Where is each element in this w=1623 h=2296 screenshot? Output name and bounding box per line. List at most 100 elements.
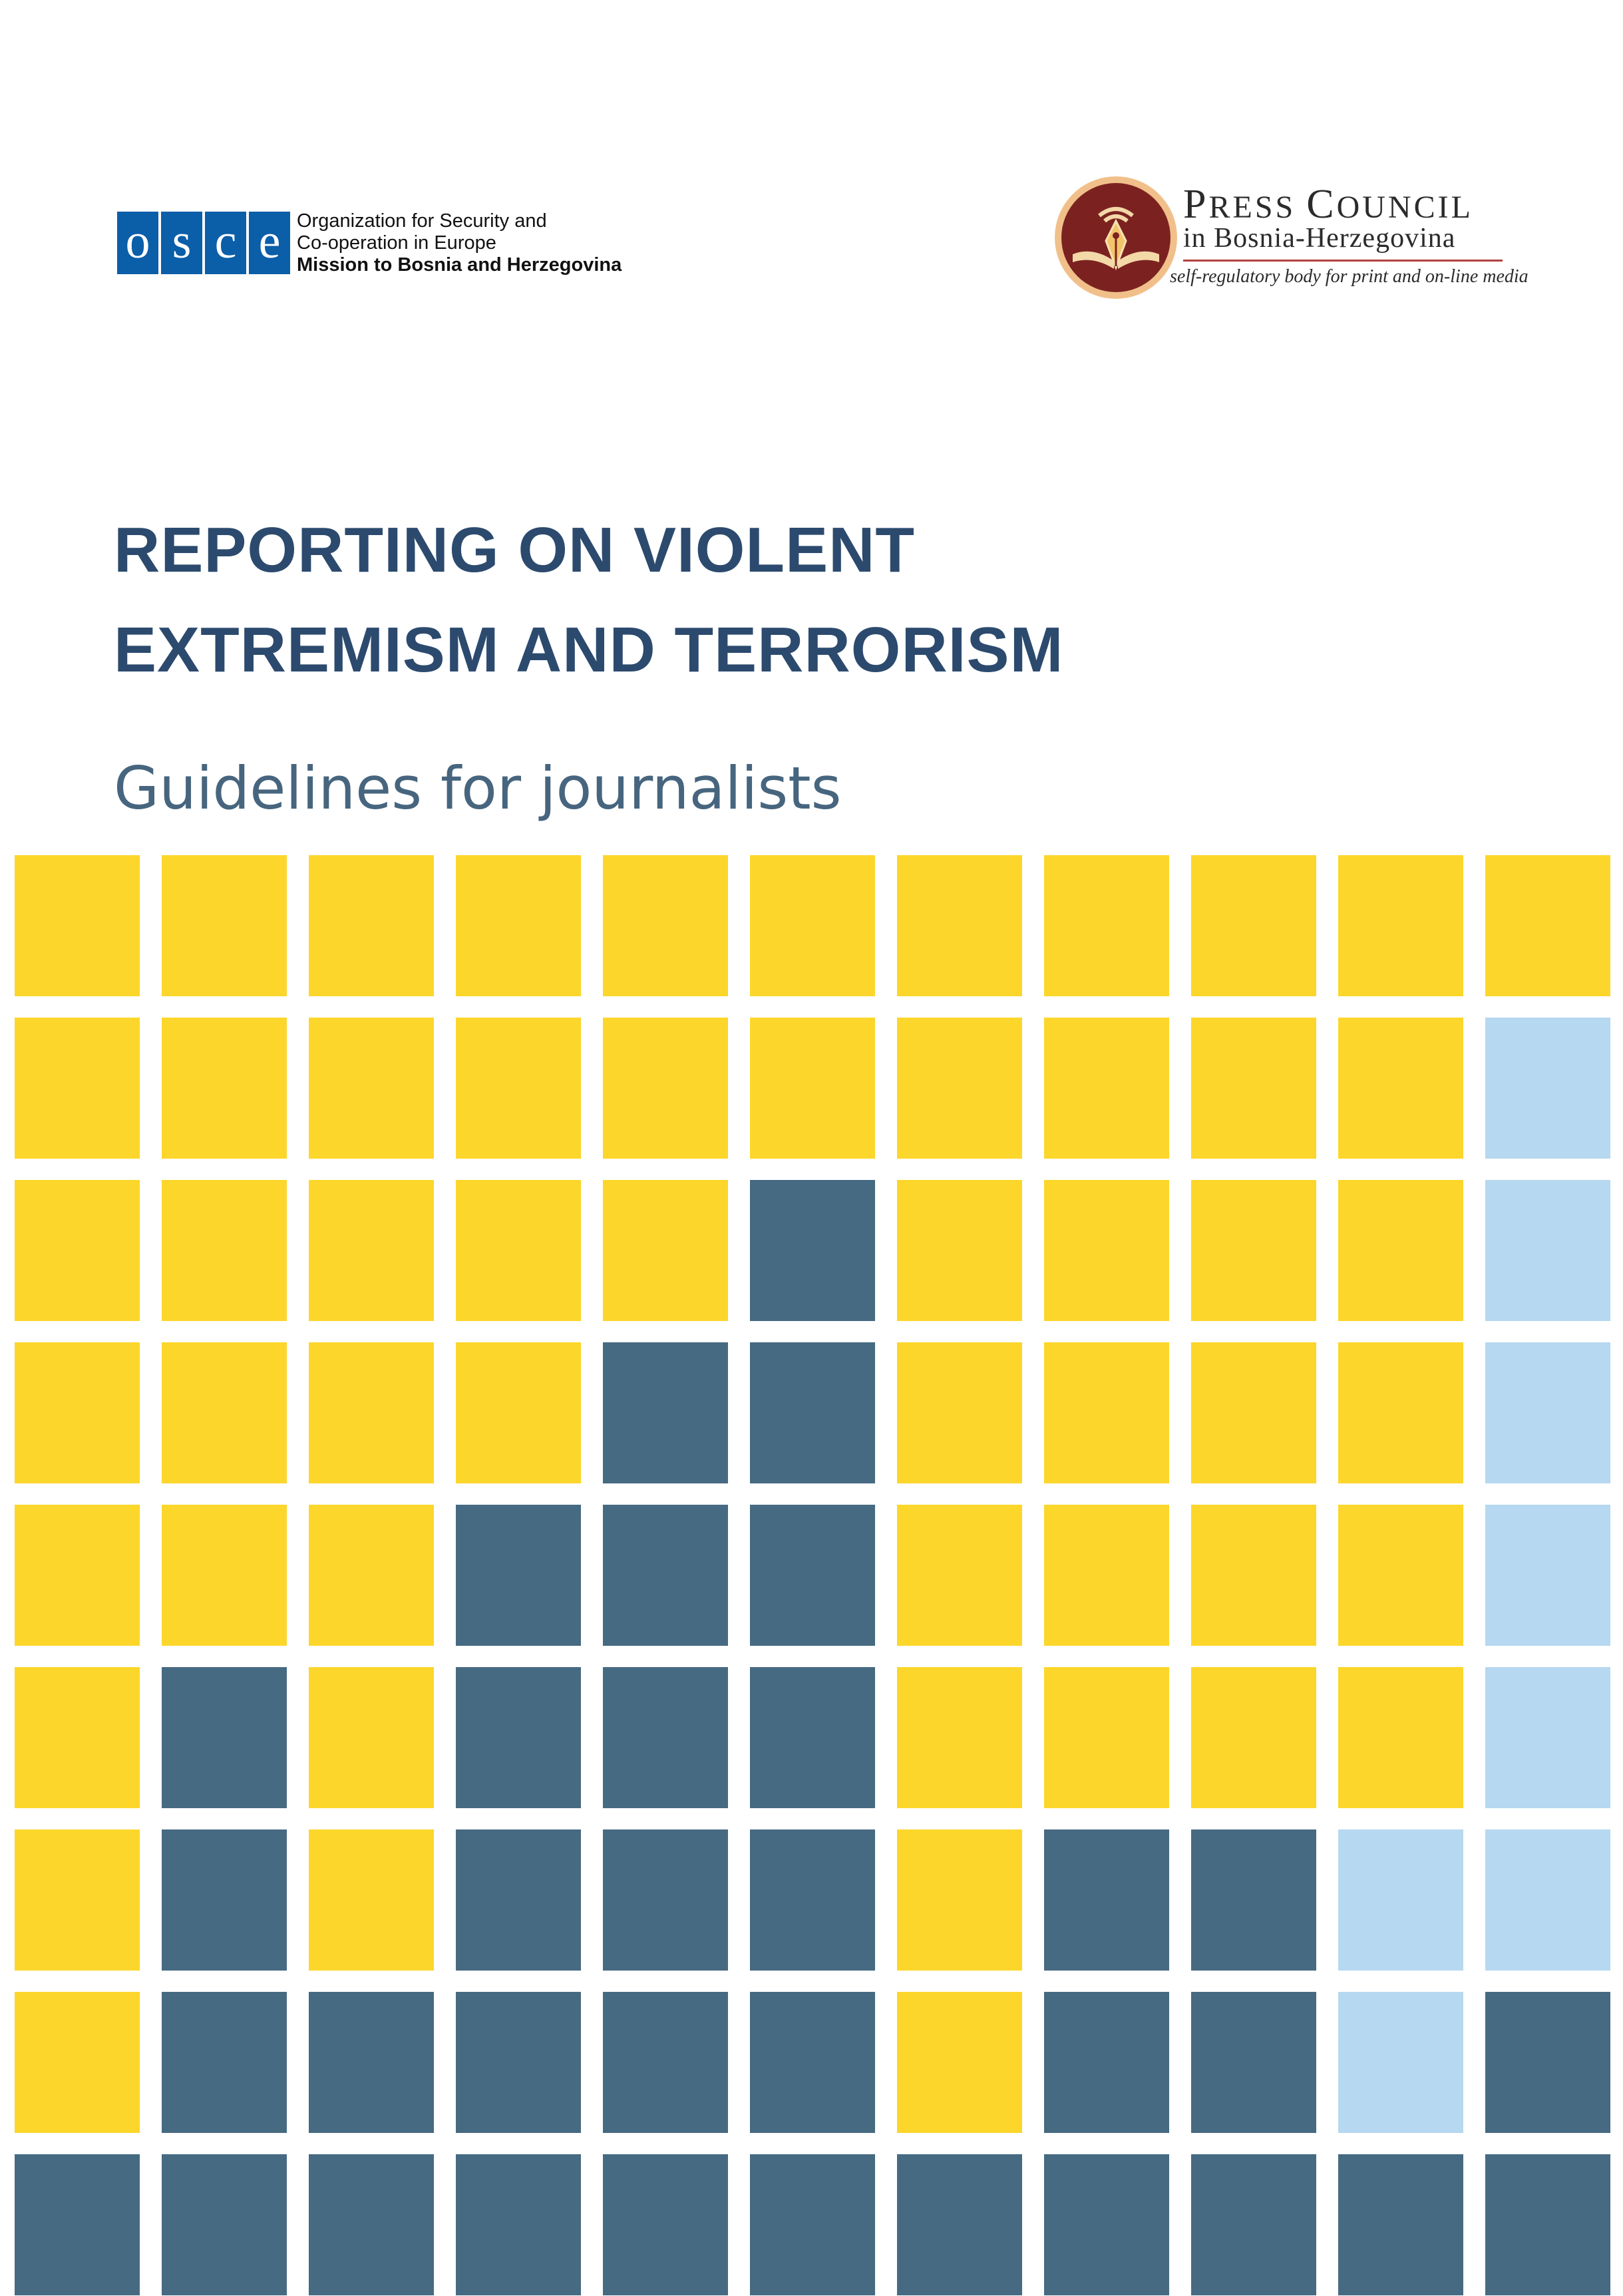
mosaic-tile: [1485, 1992, 1610, 2133]
mosaic-tile: [456, 1180, 581, 1321]
mosaic-tile: [309, 855, 434, 996]
mosaic-tile: [1485, 1342, 1610, 1483]
mosaic-tile: [897, 1180, 1022, 1321]
mosaic-tile: [1338, 1018, 1463, 1159]
mosaic-tile: [162, 855, 287, 996]
mosaic-tile: [1338, 1180, 1463, 1321]
mosaic-tile: [162, 1829, 287, 1971]
mosaic-tile: [15, 1505, 140, 1646]
osce-line-2: Co-operation in Europe: [297, 232, 496, 254]
mosaic-tile: [750, 1342, 875, 1483]
mosaic-tile: [309, 1505, 434, 1646]
mosaic-tile: [1191, 1018, 1316, 1159]
mosaic-tile: [1338, 855, 1463, 996]
mosaic-tile: [456, 2154, 581, 2295]
mosaic-tile: [1191, 2154, 1316, 2295]
mosaic-tile: [1044, 1018, 1169, 1159]
mosaic-tile: [750, 855, 875, 996]
pen-nib-book-icon: [1055, 176, 1177, 299]
mosaic-tile: [162, 1667, 287, 1808]
mosaic-tile: [1191, 855, 1316, 996]
mosaic-tile: [1191, 1992, 1316, 2133]
mosaic-tile: [1485, 1667, 1610, 1808]
mosaic-tile: [603, 2154, 728, 2295]
mosaic-tile: [1044, 1342, 1169, 1483]
mosaic-tile: [1044, 2154, 1169, 2295]
mosaic-tile: [15, 1180, 140, 1321]
mosaic-tile: [1485, 1180, 1610, 1321]
mosaic-tile: [1191, 1829, 1316, 1971]
mosaic-tile: [162, 1180, 287, 1321]
mosaic-tile: [1338, 1829, 1463, 1971]
mosaic-tile: [1485, 855, 1610, 996]
press-council-tagline: self-regulatory body for print and on-li…: [1170, 266, 1529, 287]
mosaic-tile: [603, 855, 728, 996]
mosaic-tile: [162, 1505, 287, 1646]
mosaic-tile: [15, 1667, 140, 1808]
osce-wordmark: o s c e: [117, 212, 290, 274]
mosaic-tile: [1338, 1992, 1463, 2133]
osce-letter: c: [205, 212, 246, 274]
mosaic-tile: [456, 855, 581, 996]
mosaic-tile: [1485, 2154, 1610, 2295]
mosaic-tile: [15, 1992, 140, 2133]
mosaic-tile: [1338, 1505, 1463, 1646]
mosaic-tile: [897, 855, 1022, 996]
mosaic-tile: [456, 1992, 581, 2133]
mosaic-tile: [456, 1505, 581, 1646]
mosaic-tile: [750, 2154, 875, 2295]
mosaic-tile: [603, 1180, 728, 1321]
mosaic-tile: [1191, 1342, 1316, 1483]
mosaic-tile: [897, 1342, 1022, 1483]
mosaic-tile: [162, 1992, 287, 2133]
mosaic-tile: [897, 1667, 1022, 1808]
mosaic-tile: [897, 1829, 1022, 1971]
mosaic-tile: [15, 855, 140, 996]
title-line-2: EXTREMISM AND TERRORISM: [114, 614, 1064, 685]
mosaic-tile: [1485, 1505, 1610, 1646]
mosaic-tile: [1044, 1180, 1169, 1321]
mosaic-tile: [309, 1180, 434, 1321]
mosaic-tile: [309, 1667, 434, 1808]
osce-line-1: Organization for Security and: [297, 210, 547, 232]
mosaic-tile: [456, 1342, 581, 1483]
mosaic-tile: [309, 1829, 434, 1971]
osce-org-name: Organization for Security and Co-operati…: [297, 210, 622, 276]
mosaic-tile: [603, 1992, 728, 2133]
mosaic-tile: [750, 1829, 875, 1971]
mosaic-tile: [897, 2154, 1022, 2295]
mosaic-tile: [15, 1829, 140, 1971]
mosaic-tile: [603, 1018, 728, 1159]
mosaic-tile: [1044, 1667, 1169, 1808]
mosaic-tile: [15, 1342, 140, 1483]
mosaic-tile: [456, 1667, 581, 1808]
mosaic-tile: [1044, 1992, 1169, 2133]
mosaic-tile: [309, 1992, 434, 2133]
mosaic-tile: [1044, 1829, 1169, 1971]
osce-letter: o: [117, 212, 158, 274]
mosaic-tile: [750, 1180, 875, 1321]
mosaic-tile: [162, 2154, 287, 2295]
title-line-1: REPORTING ON VIOLENT: [114, 514, 916, 586]
press-council-subtitle: in Bosnia-Herzegovina: [1183, 223, 1456, 254]
mosaic-tile: [309, 2154, 434, 2295]
mosaic-tile: [1191, 1180, 1316, 1321]
press-council-divider: [1183, 260, 1503, 262]
mosaic-tile: [309, 1342, 434, 1483]
mosaic-tile: [1338, 1342, 1463, 1483]
mosaic-tile: [1044, 855, 1169, 996]
mosaic-tile: [456, 1829, 581, 1971]
mosaic-tile: [1191, 1667, 1316, 1808]
mosaic-tile: [897, 1018, 1022, 1159]
mosaic-tile: [897, 1992, 1022, 2133]
mosaic-tile: [1338, 1667, 1463, 1808]
mosaic-tile: [162, 1342, 287, 1483]
mosaic-tile: [603, 1829, 728, 1971]
mosaic-tile: [1485, 1018, 1610, 1159]
mosaic-tile: [1485, 1829, 1610, 1971]
mosaic-tile: [897, 1505, 1022, 1646]
document-title: REPORTING ON VIOLENT EXTREMISM AND TERRO…: [114, 500, 1063, 700]
document-subtitle: Guidelines for journalists: [114, 754, 842, 823]
mosaic-tile: [603, 1667, 728, 1808]
mosaic-tile: [1338, 2154, 1463, 2295]
